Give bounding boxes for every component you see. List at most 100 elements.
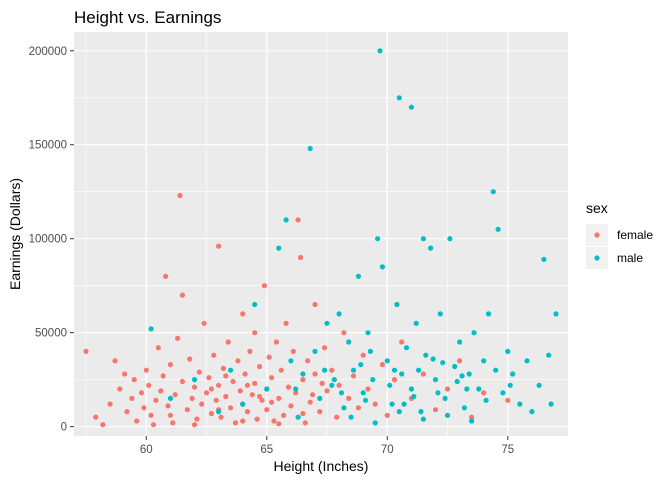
data-point-male (367, 348, 373, 354)
legend-marker-female (594, 232, 600, 238)
data-point-female (324, 388, 330, 394)
data-point-male (553, 311, 559, 317)
data-point-female (391, 377, 398, 383)
data-point-female (257, 363, 263, 370)
data-point-female (312, 301, 318, 308)
data-point-female (177, 192, 183, 199)
data-point-male (389, 401, 395, 407)
data-point-male (396, 95, 402, 101)
data-point-male (363, 397, 369, 403)
data-point-female (223, 393, 229, 400)
data-point-female (165, 403, 171, 409)
data-point-male (336, 311, 342, 317)
data-point-male (536, 382, 542, 388)
data-point-male (350, 367, 357, 373)
data-point-female (346, 395, 352, 401)
data-point-female (350, 373, 357, 379)
data-point-male (355, 273, 361, 279)
data-point-female (266, 354, 272, 360)
data-points (83, 48, 559, 428)
data-point-male (399, 371, 405, 377)
data-point-female (100, 422, 106, 428)
data-point-male (401, 401, 407, 407)
data-point-female (300, 410, 306, 417)
data-point-female (167, 412, 173, 418)
data-point-female (143, 367, 149, 373)
data-point-male (348, 414, 354, 420)
data-point-male (396, 409, 402, 415)
data-point-female (240, 311, 246, 317)
data-point-male (240, 401, 246, 407)
data-point-male (517, 401, 523, 407)
data-point-female (131, 377, 137, 383)
data-point-male (317, 395, 323, 401)
data-point-male (167, 395, 173, 401)
data-point-female (211, 352, 217, 358)
legend: sex female male (586, 200, 653, 269)
data-point-male (377, 48, 383, 54)
data-point-female (138, 390, 145, 396)
data-point-female (194, 416, 200, 422)
data-point-female (158, 388, 164, 394)
y-tick-label: 0 (61, 422, 67, 434)
data-point-female (184, 407, 190, 413)
x-tick-label: 60 (140, 444, 153, 456)
data-point-male (423, 352, 429, 358)
data-point-male (264, 386, 270, 392)
data-point-female (208, 386, 214, 392)
data-point-male (483, 397, 489, 403)
data-point-female (261, 283, 267, 289)
data-point-female (208, 410, 214, 417)
plot-panel (74, 32, 568, 436)
data-point-male (338, 390, 345, 396)
data-point-male (432, 377, 439, 383)
x-tick-label: 70 (381, 444, 394, 456)
data-point-female (124, 409, 130, 415)
data-point-male (444, 412, 451, 418)
data-point-female (122, 371, 128, 377)
data-point-female (322, 345, 328, 351)
data-point-male (370, 377, 376, 383)
data-point-female (336, 382, 342, 388)
data-point-female (240, 418, 246, 424)
data-point-male (437, 311, 443, 317)
data-point-female (297, 254, 304, 261)
data-point-female (399, 339, 405, 345)
data-point-female (179, 292, 185, 298)
x-axis-title: Height (Inches) (274, 458, 369, 474)
data-point-female (112, 358, 118, 364)
data-point-male (391, 367, 398, 373)
data-point-female (432, 407, 439, 413)
data-point-female (167, 362, 173, 368)
data-point-female (281, 412, 287, 418)
data-point-male (372, 420, 378, 426)
data-point-female (276, 421, 282, 427)
data-point-female (372, 401, 378, 407)
data-point-female (302, 420, 308, 426)
data-point-female (244, 409, 251, 415)
data-point-female (228, 405, 234, 411)
data-point-female (148, 412, 154, 418)
data-point-female (252, 380, 258, 386)
data-point-female (187, 356, 193, 362)
data-point-male (358, 362, 364, 368)
data-point-female (310, 392, 316, 398)
major-gridlines (74, 32, 568, 436)
data-point-male (307, 145, 313, 152)
data-point-female (355, 405, 361, 411)
data-point-female (170, 420, 176, 426)
data-point-male (394, 301, 400, 308)
data-point-male (447, 236, 453, 242)
data-point-female (481, 390, 487, 396)
data-point-female (155, 345, 161, 351)
data-point-female (305, 358, 311, 364)
minor-gridlines (74, 32, 568, 436)
data-point-male (430, 356, 436, 362)
legend-marker-male (594, 255, 600, 261)
data-point-male (481, 358, 487, 364)
data-point-male (524, 358, 530, 364)
data-point-female (457, 358, 463, 364)
data-point-male (464, 386, 470, 392)
y-tick-label: 50000 (35, 328, 67, 340)
